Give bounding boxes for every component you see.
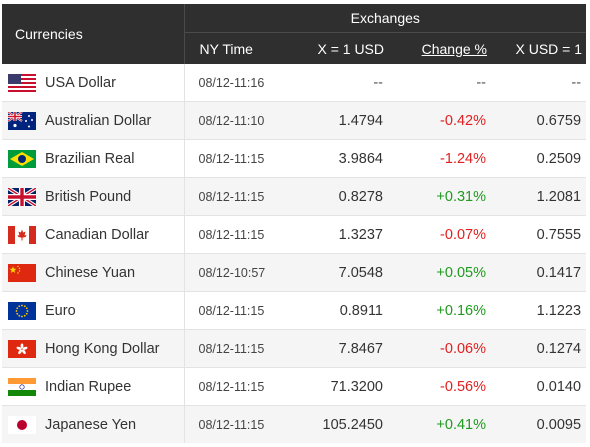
change-cell: +0.16%	[388, 291, 491, 330]
change-pct-sort-link[interactable]: Change %	[421, 40, 487, 57]
inverse-rate-cell: 0.0140	[491, 367, 587, 406]
inverse-rate-cell: 0.6759	[491, 101, 587, 140]
currency-name[interactable]: USA Dollar	[45, 74, 116, 91]
rate-cell: 71.3200	[287, 367, 388, 406]
rate-cell: --	[287, 64, 388, 102]
currencies-header: Currencies	[2, 4, 184, 64]
change-cell: -0.07%	[388, 215, 491, 254]
currency-row: Japanese Yen 08/12-11:15 105.2450 +0.41% 0.0…	[2, 405, 587, 443]
currency-name-cell[interactable]: British Pound	[2, 177, 184, 216]
br-flag-icon	[8, 149, 36, 168]
ca-flag-icon	[8, 225, 36, 244]
inverse-rate-cell: 0.2509	[491, 139, 587, 178]
currency-name[interactable]: Canadian Dollar	[45, 226, 149, 243]
change-cell: -1.24%	[388, 139, 491, 178]
change-cell: -0.06%	[388, 329, 491, 368]
gb-flag-icon	[8, 187, 36, 206]
in-flag-icon	[8, 377, 36, 396]
change-cell: +0.41%	[388, 405, 491, 443]
rate-cell: 1.3237	[287, 215, 388, 254]
currency-name-cell[interactable]: Japanese Yen	[2, 405, 184, 443]
ny-time-cell: 08/12-11:15	[183, 291, 287, 330]
currency-row: Indian Rupee 08/12-11:15 71.3200 -0.56% 0.01…	[2, 367, 587, 406]
hk-flag-icon	[8, 339, 36, 358]
ny-time-cell: 08/12-11:15	[183, 405, 287, 443]
currency-name[interactable]: Japanese Yen	[45, 416, 137, 433]
currency-row: British Pound 08/12-11:15 0.8278 +0.31% 1.20…	[2, 177, 587, 216]
x-equals-usd-header: X = 1 USD	[287, 32, 388, 64]
currency-row: Australian Dollar 08/12-11:10 1.4794 -0.42%…	[2, 101, 587, 140]
currency-name[interactable]: Brazilian Real	[45, 150, 135, 167]
rate-cell: 7.8467	[287, 329, 388, 368]
currency-name-cell[interactable]: Chinese Yuan	[2, 253, 184, 292]
ny-time-cell: 08/12-11:15	[183, 177, 287, 216]
inverse-rate-cell: 0.0095	[491, 405, 587, 443]
ny-time-header: NY Time	[183, 32, 287, 64]
rate-cell: 1.4794	[287, 101, 388, 140]
ny-time-cell: 08/12-10:57	[183, 253, 287, 292]
exchanges-header: Exchanges	[183, 4, 587, 33]
currency-name[interactable]: Euro	[45, 302, 76, 319]
rate-cell: 0.8278	[287, 177, 388, 216]
currency-name[interactable]: Chinese Yuan	[45, 264, 136, 281]
change-cell: --	[388, 64, 491, 102]
inverse-rate-cell: --	[491, 64, 587, 102]
currency-name-cell[interactable]: Brazilian Real	[2, 139, 184, 178]
rate-cell: 105.2450	[287, 405, 388, 443]
rate-cell: 0.8911	[287, 291, 388, 330]
change-cell: -0.56%	[388, 367, 491, 406]
currency-row: Brazilian Real 08/12-11:15 3.9864 -1.24% 0.2…	[2, 139, 587, 178]
inverse-rate-cell: 0.1417	[491, 253, 587, 292]
jp-flag-icon	[8, 415, 36, 434]
ny-time-cell: 08/12-11:16	[183, 64, 287, 102]
inverse-rate-cell: 0.1274	[491, 329, 587, 368]
currency-name[interactable]: Indian Rupee	[45, 378, 132, 395]
change-pct-header[interactable]: Change %	[388, 32, 491, 64]
currency-name-cell[interactable]: Indian Rupee	[2, 367, 184, 406]
ny-time-cell: 08/12-11:15	[183, 139, 287, 178]
currency-name[interactable]: Hong Kong Dollar	[45, 340, 160, 357]
inverse-rate-cell: 1.2081	[491, 177, 587, 216]
currency-name-cell[interactable]: Euro	[2, 291, 184, 330]
eu-flag-icon	[8, 301, 36, 320]
change-cell: +0.05%	[388, 253, 491, 292]
change-cell: +0.31%	[388, 177, 491, 216]
inverse-rate-cell: 1.1223	[491, 291, 587, 330]
inverse-rate-cell: 0.7555	[491, 215, 587, 254]
currency-row: Chinese Yuan 08/12-10:57 7.0548 +0.05% 0.141…	[2, 253, 587, 292]
cn-flag-icon	[8, 263, 36, 282]
currency-name-cell[interactable]: Canadian Dollar	[2, 215, 184, 254]
ny-time-cell: 08/12-11:15	[183, 329, 287, 368]
currency-row: USA Dollar 08/12-11:16 -- -- --	[2, 64, 587, 102]
currency-row: Canadian Dollar 08/12-11:15 1.3237 -0.07% 0.…	[2, 215, 587, 254]
currency-name-cell[interactable]: Australian Dollar	[2, 101, 184, 140]
currency-row: Hong Kong Dollar 08/12-11:15 7.8467 -0.06% 0…	[2, 329, 587, 368]
currency-table: Currencies Exchanges NY Time X = 1 USD C…	[2, 4, 587, 443]
x-usd-equals-header: X USD = 1	[491, 32, 587, 64]
au-flag-icon	[8, 111, 36, 130]
rate-cell: 7.0548	[287, 253, 388, 292]
ny-time-cell: 08/12-11:10	[183, 101, 287, 140]
currency-name-cell[interactable]: Hong Kong Dollar	[2, 329, 184, 368]
currency-name[interactable]: Australian Dollar	[45, 112, 152, 129]
currency-name-cell[interactable]: USA Dollar	[2, 64, 184, 102]
currency-name[interactable]: British Pound	[45, 188, 132, 205]
currency-table-container: Currencies Exchanges NY Time X = 1 USD C…	[2, 4, 587, 443]
us-flag-icon	[8, 73, 36, 92]
ny-time-cell: 08/12-11:15	[183, 215, 287, 254]
ny-time-cell: 08/12-11:15	[183, 367, 287, 406]
rate-cell: 3.9864	[287, 139, 388, 178]
change-cell: -0.42%	[388, 101, 491, 140]
currency-row: Euro 08/12-11:15 0.8911 +0.16% 1.1223	[2, 291, 587, 330]
